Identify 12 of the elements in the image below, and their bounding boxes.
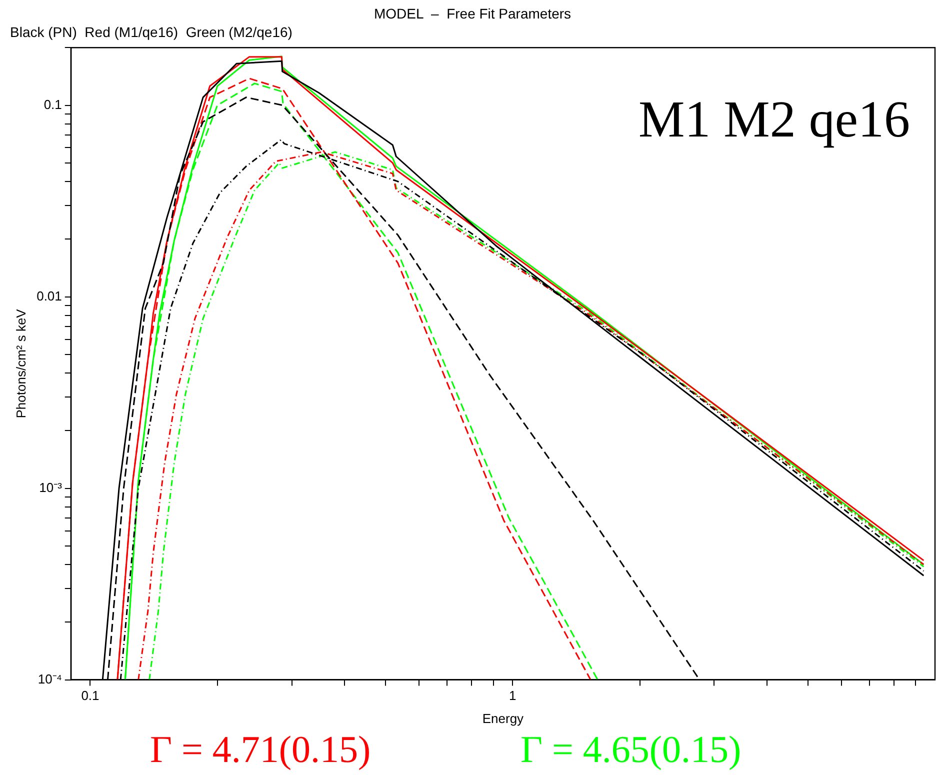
chart-subtitle: Black (PN) Red (M1/qe16) Green (M2/qe16)	[10, 24, 292, 40]
chart-title: MODEL – Free Fit Parameters	[374, 5, 572, 22]
y-tick-label: 0.01	[36, 288, 62, 304]
text: Γ = 4.71(0.15)	[150, 728, 371, 771]
annotation: M1 M2 qe16	[638, 91, 910, 148]
text: Γ = 4.65(0.15)	[520, 728, 742, 771]
x-axis-title: Energy	[482, 710, 524, 726]
x-tick-label: 1	[508, 688, 516, 704]
y-tick-label: 10⁻³	[39, 480, 63, 495]
y-axis-title: Photons/cm² s keV	[13, 308, 28, 418]
y-tick-label: 0.1	[44, 96, 62, 112]
y-tick-label: 10⁻⁴	[38, 671, 62, 686]
